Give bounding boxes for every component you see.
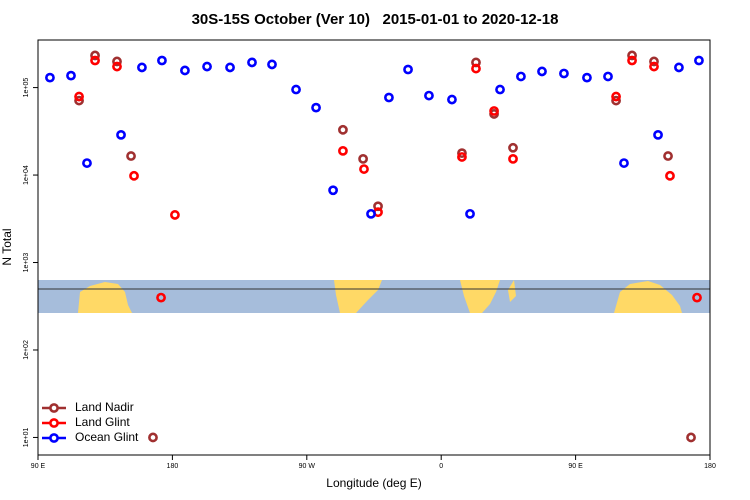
- point: [465, 208, 475, 219]
- x-tick-label: 90 W: [299, 463, 316, 470]
- land-shape: [460, 280, 500, 313]
- point: [247, 57, 257, 68]
- x-tick-label: 180: [167, 463, 179, 470]
- point: [137, 62, 147, 73]
- point: [359, 164, 369, 174]
- legend-label: Land Nadir: [75, 400, 134, 414]
- point: [156, 292, 166, 303]
- point: [489, 106, 499, 116]
- point: [338, 124, 348, 135]
- point: [116, 129, 126, 140]
- point: [663, 151, 673, 161]
- y-tick-label: 1e+04: [23, 165, 30, 185]
- x-tick-label: 90 E: [568, 463, 583, 470]
- point: [90, 55, 100, 66]
- x-tick-label: 180: [704, 463, 716, 470]
- x-tick-label: 90 E: [31, 463, 46, 470]
- point: [457, 152, 467, 162]
- point: [619, 158, 629, 168]
- point: [471, 63, 481, 74]
- point: [694, 55, 704, 66]
- point: [291, 84, 301, 95]
- point: [686, 432, 696, 443]
- chart-title: 30S-15S October (Ver 10) 2015-01-01 to 2…: [192, 11, 559, 28]
- y-tick-label: 1e+03: [23, 253, 30, 273]
- point: [112, 56, 122, 67]
- legend-marker: [49, 403, 59, 413]
- point: [366, 208, 376, 219]
- point: [424, 90, 434, 101]
- point: [267, 59, 277, 70]
- point: [82, 158, 92, 168]
- legend-marker: [49, 433, 59, 443]
- point: [129, 170, 139, 181]
- point: [674, 62, 684, 73]
- point: [603, 71, 613, 82]
- legend-label: Land Glint: [75, 415, 130, 429]
- point: [338, 145, 348, 156]
- legend-label: Ocean Glint: [75, 430, 139, 444]
- y-tick-label: 1e+05: [23, 78, 30, 98]
- plot-frame: [37, 39, 711, 456]
- point: [627, 55, 637, 66]
- point: [665, 170, 675, 181]
- legend-marker: [49, 418, 59, 428]
- point: [384, 92, 394, 103]
- point: [74, 95, 84, 106]
- point: [157, 55, 167, 66]
- point: [112, 61, 122, 72]
- point: [649, 56, 659, 67]
- point: [508, 142, 518, 153]
- point: [495, 84, 505, 95]
- point: [126, 151, 136, 161]
- point: [508, 153, 518, 164]
- point: [170, 210, 180, 220]
- y-axis-label: N Total: [0, 228, 14, 265]
- point: [74, 91, 84, 102]
- point: [328, 185, 338, 196]
- point: [311, 102, 321, 113]
- point: [582, 72, 592, 83]
- point: [653, 129, 663, 140]
- x-tick-label: 0: [439, 463, 443, 470]
- point: [692, 292, 702, 303]
- point: [516, 71, 526, 82]
- point: [66, 70, 76, 81]
- point: [559, 68, 569, 79]
- point: [403, 64, 413, 75]
- point: [627, 50, 637, 61]
- x-axis-label: Longitude (deg E): [326, 476, 421, 490]
- point: [180, 65, 190, 76]
- point: [90, 50, 100, 61]
- land-shape: [508, 280, 516, 302]
- point: [611, 95, 621, 106]
- land-shape: [334, 280, 382, 313]
- point: [649, 61, 659, 72]
- land-shape: [78, 282, 132, 313]
- point: [611, 91, 621, 102]
- map-strip: [38, 280, 710, 313]
- point: [358, 153, 368, 164]
- point: [202, 61, 212, 72]
- y-tick-label: 1e+01: [23, 428, 30, 448]
- y-tick-label: 1e+02: [23, 340, 30, 360]
- point: [148, 432, 158, 443]
- point: [45, 72, 55, 83]
- point: [447, 94, 457, 105]
- point: [225, 62, 235, 73]
- point: [457, 148, 467, 159]
- point: [537, 66, 547, 77]
